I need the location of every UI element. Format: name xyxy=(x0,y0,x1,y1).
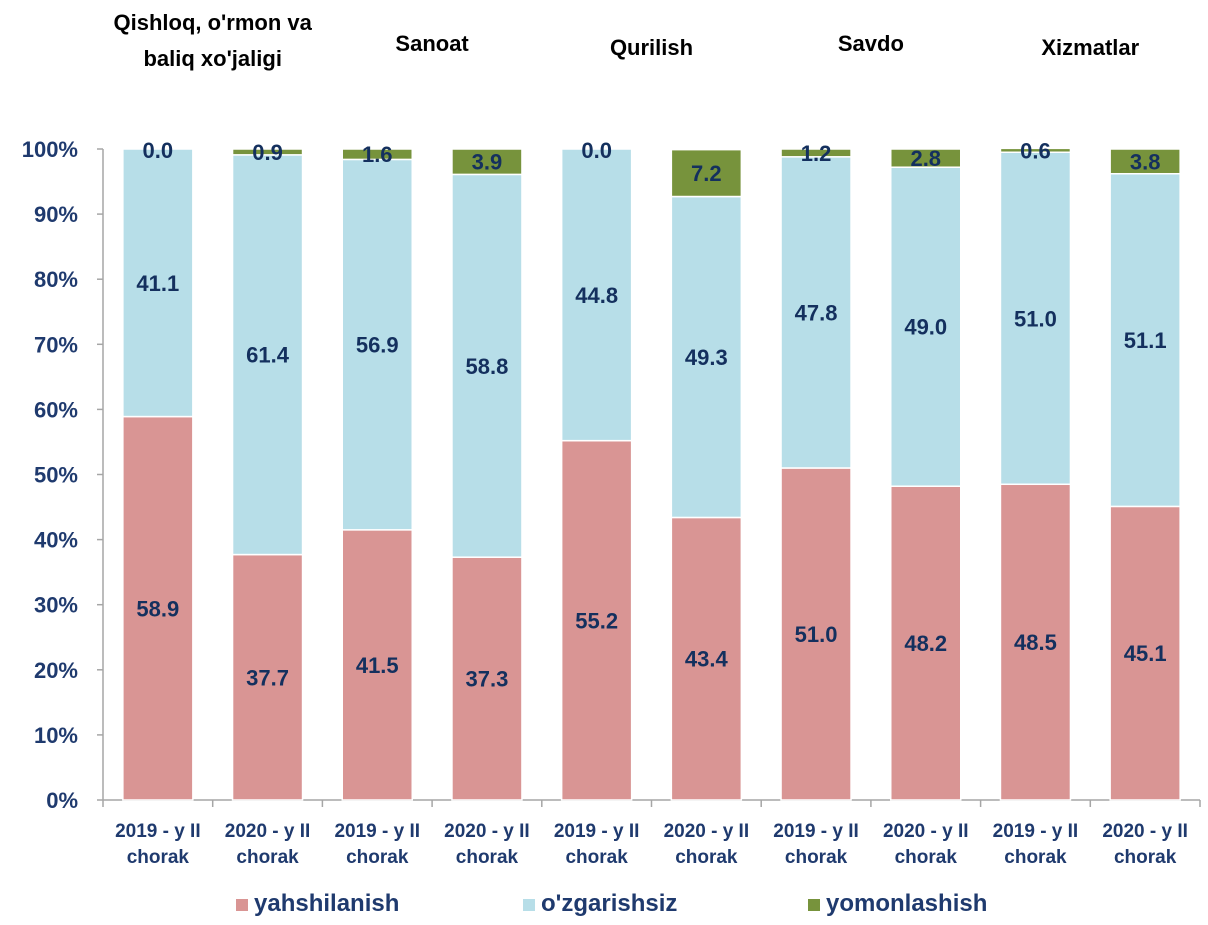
bar-segment xyxy=(670,148,743,198)
y-tick-label: 20% xyxy=(34,658,78,683)
x-tick-label: chorak xyxy=(565,847,628,868)
data-label: 0.0 xyxy=(581,138,612,163)
data-label: 45.1 xyxy=(1124,641,1167,666)
data-label: 55.2 xyxy=(575,608,618,633)
group-title: Qurilish xyxy=(610,35,693,60)
group-title: Xizmatlar xyxy=(1041,35,1139,60)
x-tick-label: chorak xyxy=(127,847,190,868)
x-tick-label: chorak xyxy=(346,847,409,868)
data-label: 37.7 xyxy=(246,665,289,690)
x-tick-label: 2019 - y II xyxy=(115,821,201,842)
data-label: 58.9 xyxy=(136,596,179,621)
bar-segment xyxy=(341,148,413,161)
legend-label: o'zgarishsiz xyxy=(541,890,677,917)
data-label: 47.8 xyxy=(795,300,838,325)
data-label: 49.0 xyxy=(904,315,947,340)
data-label: 1.2 xyxy=(801,141,832,166)
data-label: 3.9 xyxy=(472,150,503,175)
data-label: 44.8 xyxy=(575,283,618,308)
bar-segment xyxy=(999,151,1072,486)
bar-segment xyxy=(780,156,852,469)
bar-segment xyxy=(122,148,194,418)
bar-segment xyxy=(890,148,962,168)
bar-segment xyxy=(1109,148,1181,175)
x-tick-label: chorak xyxy=(675,847,738,868)
bar-segment xyxy=(560,148,633,442)
legend-label: yahshilanish xyxy=(254,890,399,917)
data-label: 37.3 xyxy=(466,667,509,692)
y-tick-label: 100% xyxy=(22,137,78,162)
group-title: baliq xo'jaligi xyxy=(143,46,281,71)
legend-swatch xyxy=(523,899,535,911)
x-tick-label: chorak xyxy=(895,847,958,868)
bar-segment xyxy=(1109,505,1181,801)
x-tick-label: chorak xyxy=(456,847,519,868)
data-label: 51.1 xyxy=(1124,328,1167,353)
group-title: Qishloq, o'rmon va xyxy=(114,10,313,35)
x-tick-label: 2020 - y II xyxy=(1102,821,1188,842)
y-tick-label: 10% xyxy=(34,723,78,748)
x-tick-label: chorak xyxy=(1004,847,1067,868)
data-label: 43.4 xyxy=(685,647,729,672)
bar-segment xyxy=(670,516,743,801)
data-label: 3.8 xyxy=(1130,149,1161,174)
y-tick-label: 60% xyxy=(34,397,78,422)
x-tick-label: chorak xyxy=(1114,847,1177,868)
y-tick-label: 30% xyxy=(34,593,78,618)
bar-segment xyxy=(999,147,1072,154)
legend-swatch xyxy=(808,899,820,911)
data-label: 0.6 xyxy=(1020,138,1051,163)
y-tick-label: 70% xyxy=(34,332,78,357)
x-tick-label: 2019 - y II xyxy=(554,821,640,842)
data-label: 7.2 xyxy=(691,161,722,186)
data-label: 51.0 xyxy=(1014,306,1057,331)
x-tick-label: 2019 - y II xyxy=(773,821,859,842)
data-label: 51.0 xyxy=(795,622,838,647)
bar-segment xyxy=(670,195,743,519)
bar-segment xyxy=(341,158,413,531)
x-tick-label: chorak xyxy=(236,847,299,868)
data-label: 48.5 xyxy=(1014,630,1057,655)
bar-segment xyxy=(451,556,523,801)
y-tick-label: 90% xyxy=(34,202,78,227)
legend-swatch xyxy=(236,899,248,911)
bar-segment xyxy=(451,173,523,558)
data-label: 41.1 xyxy=(136,271,179,296)
data-label: 49.3 xyxy=(685,345,728,370)
y-tick-label: 0% xyxy=(46,788,78,813)
bar-segment xyxy=(999,483,1072,801)
x-tick-label: 2020 - y II xyxy=(664,821,750,842)
bar-segment xyxy=(1109,172,1181,508)
y-tick-label: 40% xyxy=(34,528,78,553)
x-tick-label: 2020 - y II xyxy=(225,821,311,842)
data-label: 1.6 xyxy=(362,142,393,167)
bar-segment xyxy=(451,148,523,176)
y-tick-label: 50% xyxy=(34,463,78,488)
x-tick-label: 2019 - y II xyxy=(993,821,1079,842)
x-tick-label: chorak xyxy=(785,847,848,868)
data-label: 61.4 xyxy=(246,343,290,368)
data-label: 41.5 xyxy=(356,653,399,678)
legend-label: yomonlashish xyxy=(826,890,987,917)
data-label: 48.2 xyxy=(904,631,947,656)
bar-segment xyxy=(122,415,194,801)
data-label: 0.9 xyxy=(252,140,283,165)
group-title: Sanoat xyxy=(395,31,469,56)
x-tick-label: 2020 - y II xyxy=(444,821,530,842)
data-label: 56.9 xyxy=(356,333,399,358)
data-label: 58.8 xyxy=(466,354,509,379)
group-title: Savdo xyxy=(838,31,904,56)
x-tick-label: 2020 - y II xyxy=(883,821,969,842)
bar-segment xyxy=(890,166,962,487)
data-label: 0.0 xyxy=(143,138,174,163)
bar-segment xyxy=(231,148,304,156)
bar-segment xyxy=(780,148,852,158)
data-label: 2.8 xyxy=(910,146,941,171)
bar-segment xyxy=(890,485,962,801)
y-tick-label: 80% xyxy=(34,267,78,292)
x-tick-label: 2019 - y II xyxy=(334,821,420,842)
